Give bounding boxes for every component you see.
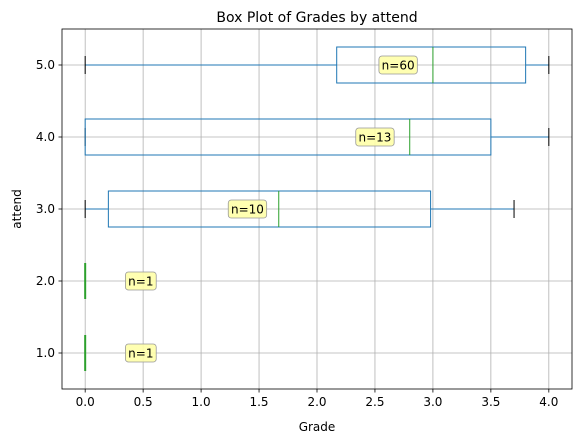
box-iqr bbox=[84, 118, 492, 156]
grid-layer bbox=[62, 29, 572, 389]
x-tick-label: 3.0 bbox=[423, 395, 442, 409]
box-iqr bbox=[107, 190, 432, 228]
tick-layer: 0.0 0.5 1.0 1.5 2.0 2.5 3.0 3.5 4.0 5.0 4.0 3.0 2.0 1… bbox=[36, 58, 558, 409]
y-tick-label: 2.0 bbox=[36, 274, 55, 288]
x-tick-label: 0.0 bbox=[76, 395, 95, 409]
count-annotation-box bbox=[125, 343, 157, 363]
x-tick-label: 3.5 bbox=[481, 395, 500, 409]
count-annotation: n=1 bbox=[128, 347, 153, 361]
y-tick-label: 3.0 bbox=[36, 202, 55, 216]
chart-title: Box Plot of Grades by attend bbox=[216, 10, 417, 26]
plot-layer bbox=[84, 46, 550, 371]
count-annotation-box bbox=[355, 127, 395, 147]
count-annotation: n=13 bbox=[358, 131, 391, 145]
y-tick-label: 5.0 bbox=[36, 58, 55, 72]
y-axis-label: attend bbox=[10, 189, 24, 228]
count-annotation-box bbox=[125, 271, 157, 291]
x-tick-label: 4.0 bbox=[539, 395, 558, 409]
x-tick-label: 2.5 bbox=[365, 395, 384, 409]
x-tick-label: 2.0 bbox=[307, 395, 326, 409]
x-tick-label: 1.0 bbox=[192, 395, 211, 409]
x-axis-label: Grade bbox=[299, 420, 336, 434]
y-tick-label: 1.0 bbox=[36, 346, 55, 360]
count-annotation: n=10 bbox=[231, 203, 264, 217]
count-annotation-box bbox=[378, 55, 418, 75]
x-tick-label: 1.5 bbox=[249, 395, 268, 409]
count-annotation-box bbox=[227, 199, 268, 219]
annotation-layer: n=60 n=13 n=10 n=1 n=1 bbox=[125, 55, 418, 363]
count-annotation: n=1 bbox=[128, 275, 153, 289]
x-tick-label: 0.5 bbox=[134, 395, 153, 409]
count-annotation: n=60 bbox=[382, 59, 415, 73]
box-iqr bbox=[336, 46, 527, 84]
y-tick-label: 4.0 bbox=[36, 130, 55, 144]
